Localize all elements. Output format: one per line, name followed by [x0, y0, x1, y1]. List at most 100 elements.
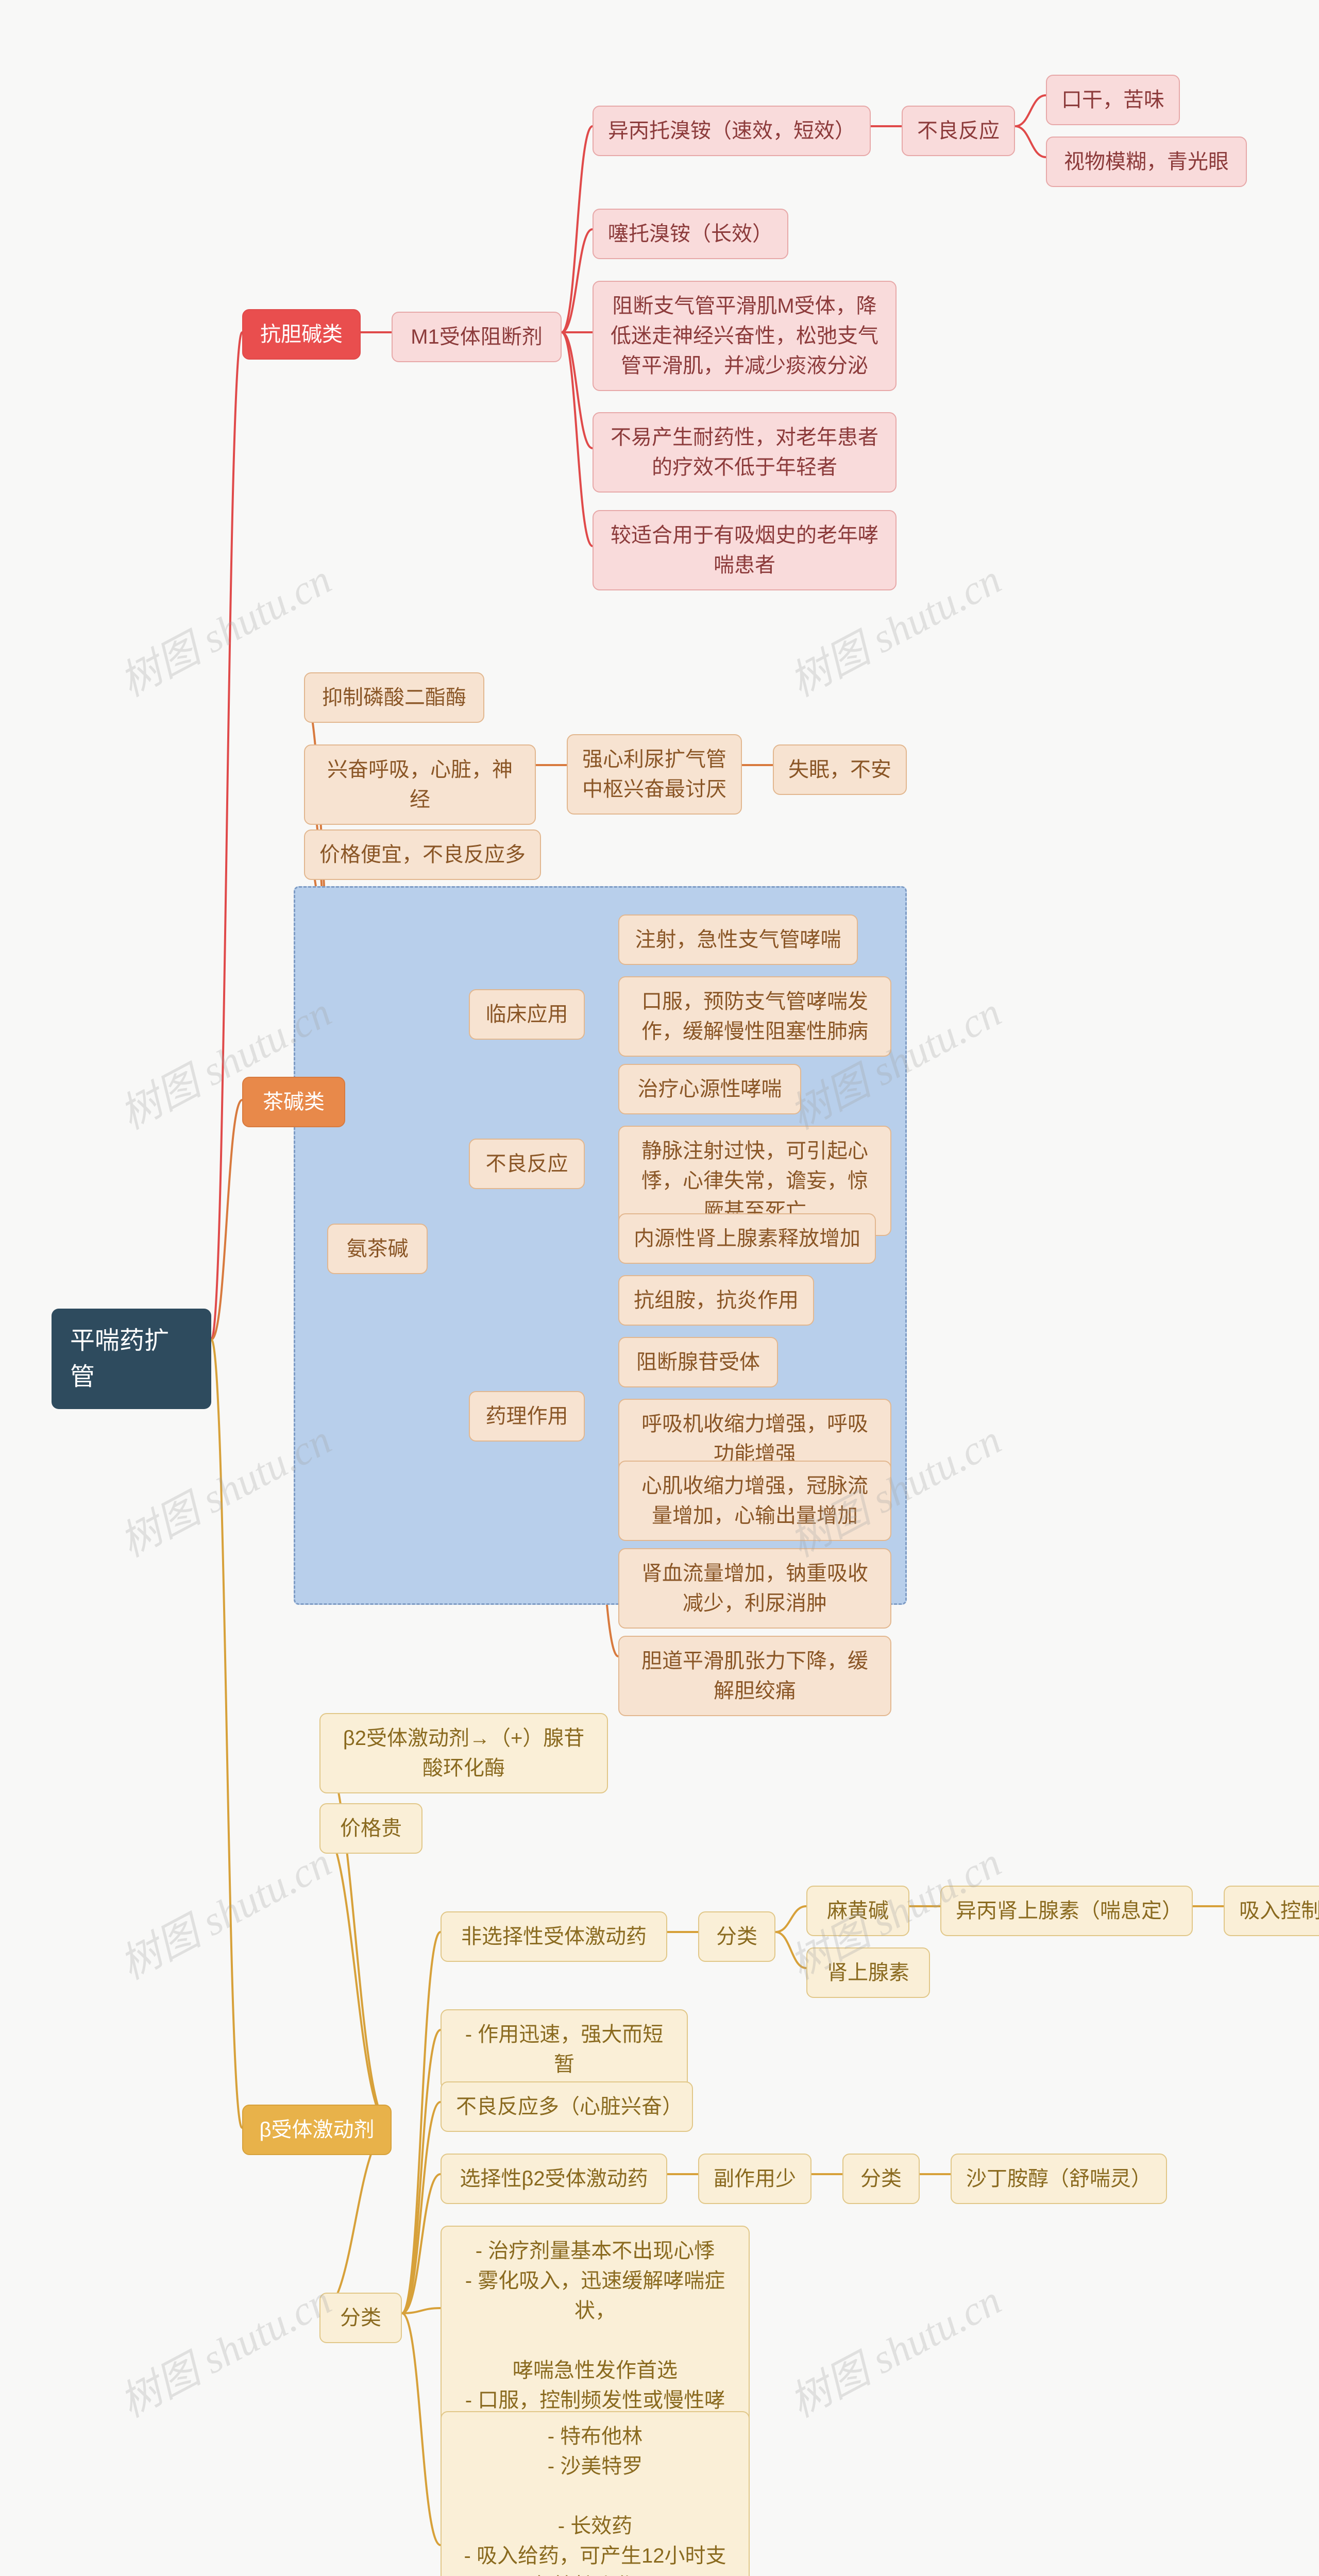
mindmap-node-c4f[interactable]: - 特布他林 - 沙美特罗 - 长效药 - 吸入给药，可产生12小时支气管扩张作… [441, 2411, 750, 2576]
mindmap-node-a5[interactable]: 阻断支气管平滑肌M受体，降低迷走神经兴奋性，松弛支气管平滑肌，并减少痰液分泌 [593, 281, 897, 391]
mindmap-node-c1[interactable]: β受体激动剂 [242, 2105, 392, 2155]
mindmap-node-c3[interactable]: 价格贵 [319, 1803, 422, 1854]
mindmap-node-b5a2[interactable]: 口服，预防支气管哮喘发作，缓解慢性阻塞性肺病 [618, 976, 891, 1057]
mindmap-node-c4a_fl[interactable]: 分类 [698, 1911, 775, 1962]
mindmap-node-c4b[interactable]: - 作用迅速，强大而短暂 [441, 2009, 688, 2090]
connector [562, 126, 593, 332]
connector [211, 332, 242, 1340]
mindmap-node-b5c2[interactable]: 抗组胺，抗炎作用 [618, 1275, 814, 1326]
node-label: 静脉注射过快，可引起心悸，心律失常，谵妄，惊厥甚至死亡 [634, 1136, 876, 1226]
mindmap-node-a7[interactable]: 较适合用于有吸烟史的老年哮喘患者 [593, 510, 897, 590]
mindmap-node-b5[interactable]: 氨茶碱 [327, 1224, 428, 1274]
mindmap-node-c4a1r[interactable]: 异丙肾上腺素（喘息定） [940, 1886, 1193, 1936]
node-label: 平喘药扩管 [70, 1323, 193, 1395]
node-label: - 特布他林 - 沙美特罗 - 长效药 - 吸入给药，可产生12小时支气管扩张作… [456, 2421, 734, 2576]
node-label: β受体激动剂 [259, 2115, 374, 2145]
node-label: 不良反应 [486, 1149, 568, 1179]
mindmap-node-b5c7[interactable]: 胆道平滑肌张力下降，缓解胆绞痛 [618, 1636, 891, 1716]
node-label: 口干，苦味 [1061, 85, 1164, 115]
mindmap-node-b4[interactable]: 价格便宜，不良反应多 [304, 829, 541, 880]
connector [562, 229, 593, 332]
node-label: 不良反应 [917, 116, 1000, 146]
node-label: - 作用迅速，强大而短暂 [456, 2020, 672, 2079]
mindmap-node-b5a[interactable]: 临床应用 [469, 989, 585, 1040]
watermark: 树图 shutu.cn [108, 2267, 340, 2429]
node-label: 选择性β2受体激动药 [460, 2164, 648, 2194]
connector [319, 1824, 392, 2128]
mindmap-node-b5c1[interactable]: 内源性肾上腺素释放增加 [618, 1213, 876, 1264]
connector [402, 2030, 441, 2313]
node-label: 胆道平滑肌张力下降，缓解胆绞痛 [634, 1646, 876, 1706]
mindmap-node-c4d1[interactable]: 副作用少 [698, 2154, 811, 2204]
node-label: 抑制磷酸二酯酶 [322, 683, 466, 713]
mindmap-node-c4d3[interactable]: 沙丁胺醇（舒喘灵） [951, 2154, 1167, 2204]
node-label: 失眠，不安 [788, 755, 891, 785]
watermark: 树图 shutu.cn [108, 1829, 340, 1991]
mindmap-node-b5a1[interactable]: 注射，急性支气管哮喘 [618, 914, 858, 965]
mindmap-node-c4a[interactable]: 非选择性受体激动药 [441, 1911, 667, 1962]
node-label: 兴奋呼吸，心脏，神经 [319, 755, 520, 815]
node-label: 临床应用 [486, 999, 568, 1029]
connector [211, 1340, 242, 2128]
mindmap-node-a4[interactable]: 噻托溴铵（长效） [593, 209, 788, 259]
mindmap-node-b3b[interactable]: 失眠，不安 [773, 744, 907, 795]
mindmap-node-c4[interactable]: 分类 [319, 2293, 402, 2343]
node-label: 药理作用 [486, 1401, 568, 1431]
mindmap-node-c4a1[interactable]: 麻黄碱 [806, 1886, 909, 1936]
node-label: 副作用少 [714, 2164, 796, 2194]
node-label: 注射，急性支气管哮喘 [635, 925, 841, 955]
node-label: 沙丁胺醇（舒喘灵） [966, 2164, 1152, 2194]
connector [775, 1932, 806, 1968]
mindmap-node-b1[interactable]: 茶碱类 [242, 1077, 345, 1127]
mindmap-node-root[interactable]: 平喘药扩管 [52, 1309, 211, 1409]
node-label: 口服，预防支气管哮喘发作，缓解慢性阻塞性肺病 [634, 987, 876, 1046]
mindmap-node-b5a3[interactable]: 治疗心源性哮喘 [618, 1064, 801, 1114]
connector [1015, 95, 1046, 126]
mindmap-node-b3[interactable]: 兴奋呼吸，心脏，神经 [304, 744, 536, 825]
mindmap-node-c4a1r2[interactable]: 吸入控制哮喘急性发作 [1224, 1886, 1319, 1936]
node-label: 阻断支气管平滑肌M受体，降低迷走神经兴奋性，松弛支气管平滑肌，并减少痰液分泌 [608, 291, 881, 381]
node-label: 治疗心源性哮喘 [638, 1074, 782, 1104]
mindmap-node-b3a[interactable]: 强心利尿扩气管 中枢兴奋最讨厌 [567, 734, 742, 815]
mindmap-node-a3r[interactable]: 不良反应 [902, 106, 1015, 156]
connector [1015, 126, 1046, 157]
node-label: 肾上腺素 [827, 1958, 909, 1988]
connector [211, 1100, 242, 1340]
node-label: 强心利尿扩气管 中枢兴奋最讨厌 [582, 744, 726, 804]
node-label: 抗组胺，抗炎作用 [634, 1285, 799, 1315]
node-label: 心肌收缩力增强，冠脉流量增加，心输出量增加 [634, 1471, 876, 1531]
mindmap-node-a3r2[interactable]: 视物模糊，青光眼 [1046, 137, 1247, 187]
mindmap-node-c2[interactable]: β2受体激动剂→（+）腺苷酸环化酶 [319, 1713, 608, 1793]
mindmap-node-b2[interactable]: 抑制磷酸二酯酶 [304, 672, 484, 723]
node-label: 阻断腺苷受体 [636, 1347, 760, 1377]
mindmap-node-b5b[interactable]: 不良反应 [469, 1139, 585, 1189]
node-label: M1受体阻断剂 [411, 322, 543, 352]
mindmap-node-c4d2[interactable]: 分类 [842, 2154, 920, 2204]
node-label: 非选择性受体激动药 [461, 1922, 647, 1952]
node-label: 吸入控制哮喘急性发作 [1239, 1896, 1319, 1926]
mindmap-node-a1[interactable]: 抗胆碱类 [242, 309, 361, 360]
watermark: 树图 shutu.cn [777, 2267, 1010, 2429]
mindmap-node-a2[interactable]: M1受体阻断剂 [392, 312, 562, 362]
node-label: 呼吸机收缩力增强，呼吸功能增强 [634, 1409, 876, 1469]
node-label: 异丙托溴铵（速效，短效） [608, 116, 855, 146]
mindmap-node-a6[interactable]: 不易产生耐药性，对老年患者的疗效不低于年轻者 [593, 412, 897, 493]
node-label: 较适合用于有吸烟史的老年哮喘患者 [608, 520, 881, 580]
node-label: 内源性肾上腺素释放增加 [634, 1224, 860, 1253]
mindmap-node-b5c3[interactable]: 阻断腺苷受体 [618, 1337, 778, 1387]
node-label: 异丙肾上腺素（喘息定） [956, 1896, 1177, 1926]
node-label: 氨茶碱 [347, 1234, 409, 1264]
mindmap-node-b5c[interactable]: 药理作用 [469, 1391, 585, 1442]
node-label: 分类 [860, 2164, 902, 2194]
mindmap-node-a3[interactable]: 异丙托溴铵（速效，短效） [593, 106, 871, 156]
connector [562, 332, 593, 546]
mindmap-node-c4c[interactable]: 不良反应多（心脏兴奋） [441, 2081, 693, 2132]
node-label: 分类 [340, 2303, 381, 2333]
mindmap-node-b5c6[interactable]: 肾血流量增加，钠重吸收减少，利尿消肿 [618, 1548, 891, 1629]
node-label: 不良反应多（心脏兴奋） [456, 2092, 678, 2122]
mindmap-node-c4d[interactable]: 选择性β2受体激动药 [441, 2154, 667, 2204]
mindmap-node-b5c5[interactable]: 心肌收缩力增强，冠脉流量增加，心输出量增加 [618, 1461, 891, 1541]
connector [562, 332, 593, 448]
mindmap-node-c4a2[interactable]: 肾上腺素 [806, 1947, 930, 1998]
mindmap-node-a3r1[interactable]: 口干，苦味 [1046, 75, 1180, 125]
